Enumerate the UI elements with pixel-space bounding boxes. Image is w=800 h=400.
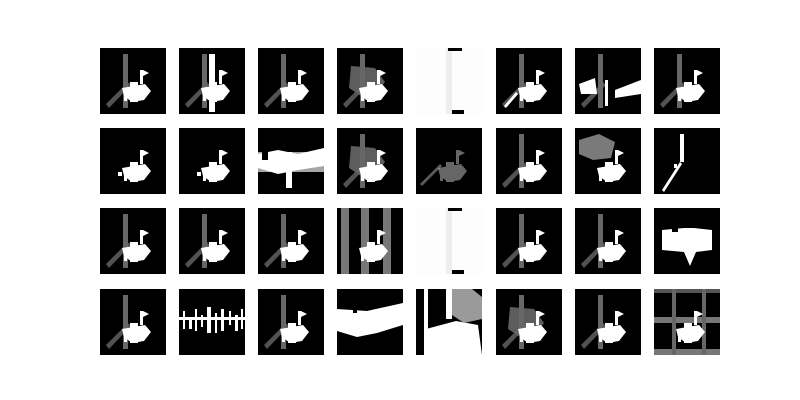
feature-map-image: [575, 208, 641, 274]
feature-map-tile: [258, 128, 324, 194]
feature-map-image: [337, 289, 403, 355]
feature-map-image: [179, 289, 245, 355]
feature-map-tile: [337, 289, 403, 355]
feature-map-image: [416, 289, 482, 355]
feature-map-image: [258, 48, 324, 114]
feature-map-image: [416, 208, 482, 274]
feature-map-image: [100, 128, 166, 194]
feature-map-tile: [258, 48, 324, 114]
feature-map-image: [416, 128, 482, 194]
feature-map-image: [179, 208, 245, 274]
feature-map-image: [258, 289, 324, 355]
feature-map-image: [496, 289, 562, 355]
feature-map-tile: [496, 208, 562, 274]
feature-map-image: [416, 48, 482, 114]
feature-map-tile: [416, 128, 482, 194]
feature-map-image: [337, 208, 403, 274]
feature-map-image: [654, 48, 720, 114]
feature-map-tile: [416, 48, 482, 114]
feature-map-image: [496, 48, 562, 114]
feature-map-image: [337, 48, 403, 114]
feature-map-tile: [496, 48, 562, 114]
feature-map-image: [179, 128, 245, 194]
feature-map-tile: [337, 48, 403, 114]
feature-map-tile: [416, 289, 482, 355]
feature-map-image: [179, 48, 245, 114]
feature-map-image: [575, 48, 641, 114]
feature-map-tile: [654, 128, 720, 194]
feature-map-tile: [654, 208, 720, 274]
feature-map-tile: [575, 48, 641, 114]
feature-map-tile: [337, 208, 403, 274]
feature-map-tile: [258, 208, 324, 274]
feature-map-image: [496, 128, 562, 194]
feature-map-image: [496, 208, 562, 274]
feature-map-tile: [337, 128, 403, 194]
feature-map-image: [654, 289, 720, 355]
feature-map-image: [258, 128, 324, 194]
feature-map-tile: [179, 208, 245, 274]
feature-map-image: [575, 289, 641, 355]
feature-map-image: [100, 208, 166, 274]
feature-map-image: [654, 128, 720, 194]
feature-map-tile: [179, 48, 245, 114]
feature-map-tile: [416, 208, 482, 274]
feature-map-image: [100, 289, 166, 355]
feature-map-tile: [654, 289, 720, 355]
feature-map-tile: [496, 128, 562, 194]
feature-map-tile: [575, 208, 641, 274]
feature-map-image: [654, 208, 720, 274]
feature-map-tile: [100, 289, 166, 355]
feature-map-tile: [179, 289, 245, 355]
feature-map-tile: [100, 128, 166, 194]
feature-map-image: [575, 128, 641, 194]
feature-map-tile: [496, 289, 562, 355]
feature-map-image: [100, 48, 166, 114]
feature-map-image: [258, 208, 324, 274]
feature-map-tile: [575, 289, 641, 355]
feature-map-tile: [100, 208, 166, 274]
feature-map-tile: [100, 48, 166, 114]
feature-map-tile: [654, 48, 720, 114]
feature-map-image: [337, 128, 403, 194]
feature-map-tile: [575, 128, 641, 194]
feature-map-tile: [258, 289, 324, 355]
feature-map-tile: [179, 128, 245, 194]
